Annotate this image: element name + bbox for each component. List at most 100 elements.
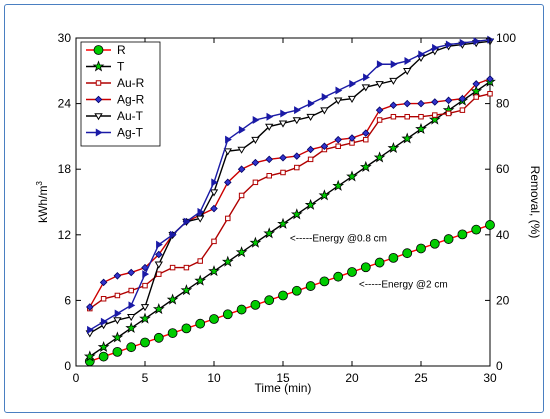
data-point (334, 135, 342, 144)
data-point (361, 84, 370, 92)
y-left-tick-label: 18 (58, 162, 72, 176)
data-point (222, 309, 233, 320)
data-point (127, 268, 135, 277)
data-point (444, 96, 453, 105)
data-point (238, 192, 245, 199)
data-point (373, 151, 386, 163)
data-point (318, 189, 331, 201)
data-point (99, 278, 108, 287)
data-point (306, 145, 315, 154)
legend-entry-t: T (86, 60, 125, 74)
data-point (487, 91, 493, 97)
legend-entry-au-t: Au-T (86, 109, 144, 123)
data-point (403, 99, 411, 108)
y-axis-left-label-superscript: 3 (35, 181, 44, 186)
data-point (486, 75, 494, 83)
data-point (114, 309, 122, 318)
data-point (263, 227, 276, 239)
data-point (321, 93, 329, 102)
data-point (294, 164, 300, 171)
data-point (169, 264, 176, 271)
data-point (142, 282, 148, 289)
data-point (113, 272, 122, 280)
data-point (445, 40, 453, 49)
data-point (290, 208, 303, 220)
data-point (432, 43, 439, 52)
data-point (389, 101, 398, 110)
legend-entry-ag-t: Ag-T (86, 126, 144, 140)
energy-annotation: <-----Energy @0.8 cm (290, 233, 387, 244)
data-point (156, 271, 162, 277)
data-point (209, 314, 219, 324)
data-point (404, 113, 410, 120)
data-point (306, 113, 315, 122)
y-axis-left-label-base: kWh/m (36, 186, 50, 223)
y-right-tick-label: 40 (496, 228, 510, 242)
data-point (390, 60, 398, 69)
data-point (291, 285, 302, 296)
legend-entry-r: R (86, 43, 126, 57)
data-point (432, 112, 438, 118)
data-point (457, 229, 468, 240)
data-point (265, 123, 274, 131)
data-point (307, 99, 315, 108)
data-point (280, 109, 288, 118)
data-point (347, 267, 357, 277)
y-right-tick-label: 100 (496, 31, 516, 45)
y-right-tick-label: 0 (496, 359, 503, 373)
data-point (363, 73, 370, 82)
data-point (209, 189, 219, 197)
legend-label: Au-T (117, 109, 144, 123)
series-line-ag-t (89, 38, 491, 331)
data-point (404, 56, 412, 65)
data-point (114, 292, 121, 299)
data-point (265, 155, 273, 164)
data-point (428, 113, 441, 125)
data-point (403, 67, 412, 76)
data-point (221, 255, 234, 267)
legend-marker (95, 128, 103, 137)
x-tick-label: 0 (73, 371, 80, 385)
y-left-tick-label: 30 (58, 31, 72, 45)
data-point (376, 60, 384, 69)
data-point (155, 250, 163, 259)
data-point (363, 136, 369, 143)
x-tick-label: 30 (483, 371, 497, 385)
data-point (473, 94, 479, 100)
y-right-tick-label: 60 (496, 162, 510, 176)
data-point (252, 116, 260, 124)
legend-marker (95, 80, 102, 86)
data-point (459, 107, 466, 113)
data-point (415, 122, 427, 135)
data-point (429, 238, 440, 249)
data-point (111, 331, 124, 343)
data-point (374, 257, 385, 268)
data-point (249, 236, 262, 248)
x-tick-label: 5 (142, 371, 149, 385)
y-right-tick-label: 80 (496, 97, 510, 111)
data-point (237, 146, 246, 154)
x-tick-label: 25 (414, 371, 428, 385)
data-point (458, 94, 467, 103)
data-point (346, 170, 358, 182)
data-point (418, 50, 426, 59)
data-point (98, 351, 109, 362)
data-point (359, 160, 372, 172)
data-point (333, 271, 344, 282)
data-point (87, 325, 94, 334)
data-point (223, 148, 232, 156)
y-left-tick-label: 0 (64, 359, 71, 373)
data-point (112, 346, 123, 357)
y-right-tick-label: 20 (496, 293, 510, 307)
data-point (156, 240, 163, 249)
data-point (334, 97, 343, 105)
series-r (84, 220, 495, 367)
data-point (292, 117, 301, 125)
x-axis-label: Time (min) (255, 381, 312, 395)
data-point (128, 287, 134, 294)
data-point (152, 303, 165, 315)
legend-marker (94, 113, 103, 121)
data-point (126, 342, 137, 353)
data-point (389, 77, 398, 85)
data-point (250, 299, 261, 310)
